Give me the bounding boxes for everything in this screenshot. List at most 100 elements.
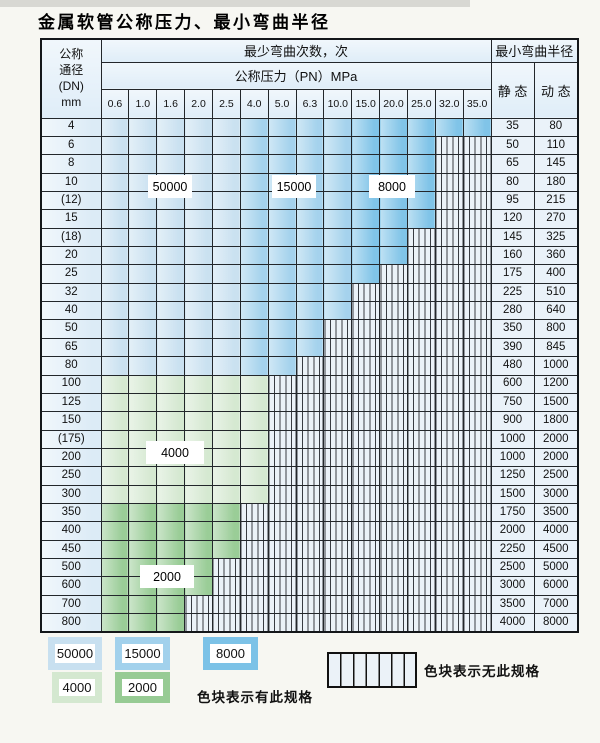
no-spec-cell bbox=[434, 356, 464, 376]
spec-cell bbox=[128, 466, 158, 486]
spec-cell bbox=[156, 135, 186, 156]
static-radius-cell: 175 bbox=[490, 264, 535, 284]
dynamic-radius-cell: 1500 bbox=[533, 392, 579, 413]
dn-cell: 10 bbox=[40, 172, 102, 192]
no-spec-cell bbox=[406, 337, 436, 358]
no-spec-cell bbox=[406, 264, 436, 284]
no-spec-cell bbox=[295, 539, 325, 560]
no-spec-cell bbox=[406, 447, 436, 468]
no-spec-cell bbox=[379, 264, 408, 284]
static-radius-cell: 50 bbox=[490, 135, 535, 156]
no-spec-cell bbox=[406, 466, 436, 486]
spec-cell bbox=[239, 190, 269, 211]
spec-cell bbox=[128, 135, 158, 156]
no-spec-cell bbox=[406, 411, 436, 431]
static-radius-cell: 35 bbox=[490, 117, 535, 137]
static-radius-cell: 95 bbox=[490, 190, 535, 211]
pressure-col-header: 25.0 bbox=[406, 88, 436, 119]
spec-cell bbox=[211, 282, 241, 303]
no-spec-cell bbox=[184, 613, 213, 633]
no-spec-cell bbox=[462, 466, 492, 486]
pressure-col-header: 2.0 bbox=[184, 88, 213, 119]
no-spec-cell bbox=[295, 613, 325, 633]
dn-cell: 20 bbox=[40, 246, 102, 266]
no-spec-cell bbox=[351, 539, 381, 560]
no-spec-cell bbox=[351, 558, 381, 578]
spec-cell bbox=[211, 117, 241, 137]
no-spec-cell bbox=[434, 539, 464, 560]
no-spec-cell bbox=[267, 484, 297, 505]
spec-cell bbox=[100, 576, 130, 596]
table-row: 80 480 1000 bbox=[40, 356, 579, 376]
spec-cell bbox=[211, 429, 241, 449]
no-spec-cell bbox=[434, 484, 464, 505]
spec-cell bbox=[267, 319, 297, 339]
no-spec-cell bbox=[379, 539, 408, 560]
spec-table: 公称 通径 (DN) mm 最少弯曲次数，次 最小弯曲半径 公称压力（PN）MP… bbox=[40, 38, 580, 634]
no-spec-cell bbox=[295, 447, 325, 468]
spec-cell bbox=[211, 264, 241, 284]
spec-cell bbox=[211, 503, 241, 523]
dynamic-radius-cell: 6000 bbox=[533, 576, 579, 596]
no-spec-cell bbox=[462, 154, 492, 174]
spec-cell bbox=[267, 301, 297, 321]
static-radius-cell: 600 bbox=[490, 374, 535, 394]
table-row: 25 175 400 bbox=[40, 264, 579, 284]
no-spec-cell bbox=[267, 411, 297, 431]
spec-cell bbox=[379, 209, 408, 229]
spec-cell bbox=[184, 337, 213, 358]
spec-cell bbox=[295, 337, 325, 358]
no-spec-cell bbox=[434, 374, 464, 394]
spec-cell bbox=[406, 117, 436, 137]
no-spec-cell bbox=[462, 594, 492, 615]
spec-cell bbox=[351, 246, 381, 266]
pressure-col-header: 5.0 bbox=[267, 88, 297, 119]
spec-cell bbox=[184, 503, 213, 523]
legend-value: 2000 bbox=[122, 679, 163, 696]
spec-cell bbox=[406, 154, 436, 174]
spec-cell bbox=[184, 227, 213, 248]
dn-cell: 800 bbox=[40, 613, 102, 633]
spec-cell bbox=[128, 392, 158, 413]
no-spec-cell bbox=[406, 484, 436, 505]
no-spec-cell bbox=[323, 484, 353, 505]
spec-cell bbox=[128, 374, 158, 394]
no-spec-cell bbox=[406, 539, 436, 560]
no-spec-cell bbox=[379, 319, 408, 339]
static-radius-cell: 225 bbox=[490, 282, 535, 303]
spec-cell bbox=[100, 264, 130, 284]
no-spec-cell bbox=[239, 558, 269, 578]
no-spec-cell bbox=[462, 356, 492, 376]
no-spec-cell bbox=[295, 576, 325, 596]
no-spec-cell bbox=[239, 594, 269, 615]
no-spec-cell bbox=[323, 392, 353, 413]
no-spec-cell bbox=[434, 558, 464, 578]
legend-value: 15000 bbox=[122, 644, 163, 663]
spec-cell bbox=[156, 356, 186, 376]
dn-cell: 32 bbox=[40, 282, 102, 303]
static-radius-cell: 80 bbox=[490, 172, 535, 192]
spec-cell bbox=[211, 154, 241, 174]
spec-cell bbox=[351, 227, 381, 248]
spec-cell bbox=[406, 135, 436, 156]
no-spec-cell bbox=[379, 521, 408, 541]
spec-cell bbox=[184, 319, 213, 339]
static-radius-cell: 1000 bbox=[490, 447, 535, 468]
no-spec-cell bbox=[379, 484, 408, 505]
spec-cell bbox=[295, 282, 325, 303]
no-spec-cell bbox=[267, 466, 297, 486]
no-spec-cell bbox=[434, 154, 464, 174]
no-spec-cell bbox=[379, 447, 408, 468]
no-spec-cell bbox=[323, 539, 353, 560]
no-spec-cell bbox=[462, 429, 492, 449]
spec-cell bbox=[184, 154, 213, 174]
no-spec-cell bbox=[267, 503, 297, 523]
no-spec-cell bbox=[434, 594, 464, 615]
spec-cell bbox=[100, 374, 130, 394]
spec-cell bbox=[295, 135, 325, 156]
dn-cell: 450 bbox=[40, 539, 102, 560]
spec-cell bbox=[100, 558, 130, 578]
no-spec-cell bbox=[406, 301, 436, 321]
no-spec-cell bbox=[323, 319, 353, 339]
no-spec-cell bbox=[351, 447, 381, 468]
